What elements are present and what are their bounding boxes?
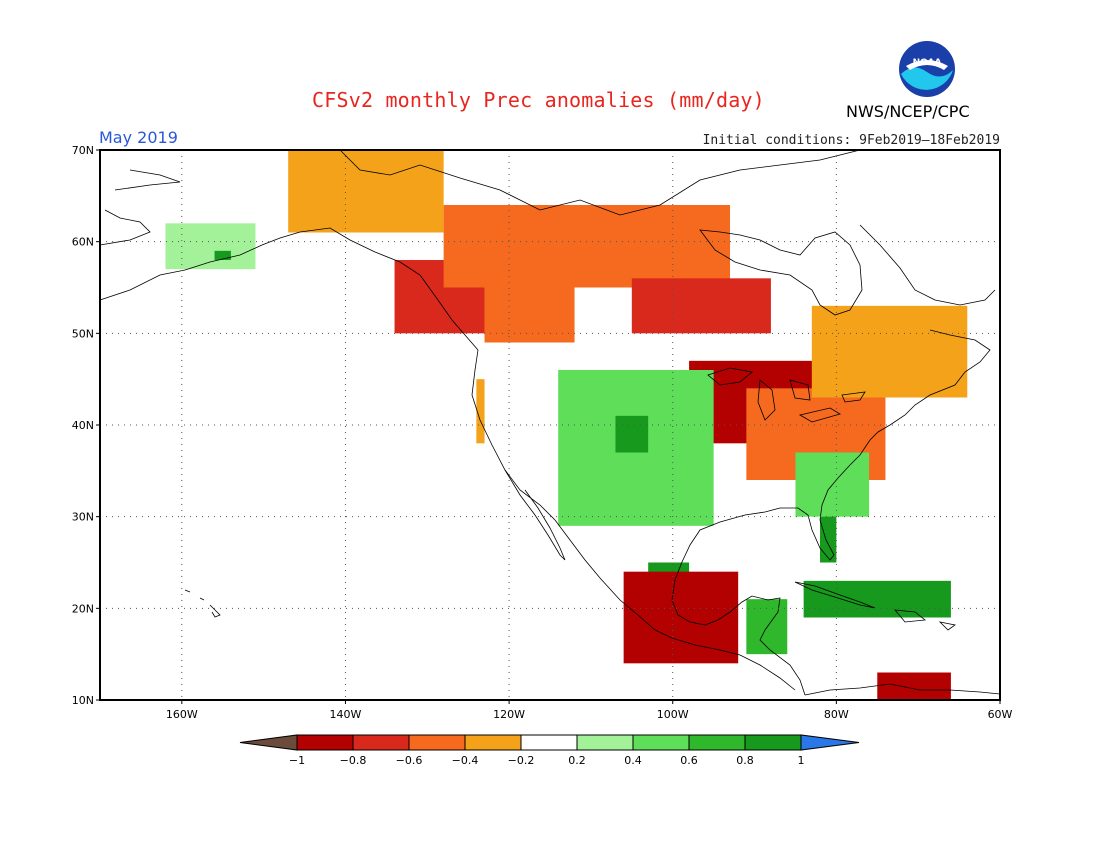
colorbar-tick-label: −0.2 <box>508 754 535 767</box>
graticule <box>100 150 1000 700</box>
colorbar-swatch <box>632 734 690 751</box>
lat-label: 60N <box>72 236 94 249</box>
coastlines <box>99 149 1001 696</box>
anomaly-region-17 <box>877 672 951 700</box>
initial-conditions: Initial conditions: 9Feb2019–18Feb2019 <box>702 133 1000 148</box>
colorbar-swatch <box>688 734 746 751</box>
colorbar-swatch <box>520 734 578 751</box>
anomaly-region-19 <box>214 250 231 260</box>
lat-label: 10N <box>72 694 94 707</box>
lat-label: 50N <box>72 327 94 340</box>
latitude-labels: 70N 60N 50N 40N 30N 20N 10N <box>72 144 100 707</box>
anomaly-region-7 <box>811 305 968 398</box>
lon-label: 140W <box>330 708 362 721</box>
organization-label: NWS/NCEP/CPC <box>846 102 970 121</box>
colorbar-tick-label: 0.2 <box>568 754 586 767</box>
lon-label: 160W <box>166 708 198 721</box>
colorbar-swatch <box>464 734 522 751</box>
anomaly-region-4 <box>631 278 771 334</box>
anomaly-region-16 <box>803 580 951 618</box>
colorbar-swatch <box>352 734 410 751</box>
lon-label: 100W <box>657 708 689 721</box>
anomaly-region-10 <box>615 415 649 453</box>
anomaly-field <box>165 150 968 700</box>
anomaly-region-14 <box>746 599 788 655</box>
anomaly-region-3 <box>484 287 575 343</box>
colorbar-arrow-left <box>239 734 298 751</box>
colorbar-tick-label: −0.6 <box>396 754 423 767</box>
logo-text: NOAA <box>913 58 942 68</box>
longitude-labels: 160W 140W 120W 100W 80W 60W <box>166 700 1013 721</box>
lat-label: 70N <box>72 144 94 157</box>
colorbar-tick-label: 0.4 <box>624 754 642 767</box>
anomaly-region-0 <box>288 150 444 233</box>
lon-label: 80W <box>824 708 849 721</box>
colorbar-tick-label: 1 <box>798 754 805 767</box>
colorbar-swatch <box>576 734 634 751</box>
anomaly-region-12 <box>820 507 837 563</box>
lat-label: 20N <box>72 602 94 615</box>
lat-label: 30N <box>72 511 94 524</box>
colorbar-swatch <box>296 734 354 751</box>
colorbar-tick-label: −0.4 <box>452 754 479 767</box>
colorbar-tick-label: 0.6 <box>680 754 698 767</box>
anomaly-region-15 <box>623 571 739 664</box>
colorbar-swatch <box>744 734 802 751</box>
noaa-logo: NOAA <box>899 41 955 97</box>
colorbar-tick-label: −0.8 <box>340 754 367 767</box>
lon-label: 120W <box>493 708 525 721</box>
colorbar-tick-label: −1 <box>289 754 305 767</box>
anomaly-region-2 <box>443 205 730 288</box>
colorbar-arrow-right <box>800 734 860 751</box>
lon-label: 60W <box>988 708 1013 721</box>
chart-title: CFSv2 monthly Prec anomalies (mm/day) <box>312 88 765 112</box>
colorbar-swatch <box>408 734 466 751</box>
anomaly-region-8 <box>476 379 485 444</box>
valid-month: May 2019 <box>99 128 178 147</box>
colorbar-tick-label: 0.8 <box>736 754 754 767</box>
colorbar-legend: −1 −0.8 −0.6 −0.4 −0.2 0.2 0.4 0.6 0.8 1 <box>239 734 860 767</box>
lat-label: 40N <box>72 419 94 432</box>
